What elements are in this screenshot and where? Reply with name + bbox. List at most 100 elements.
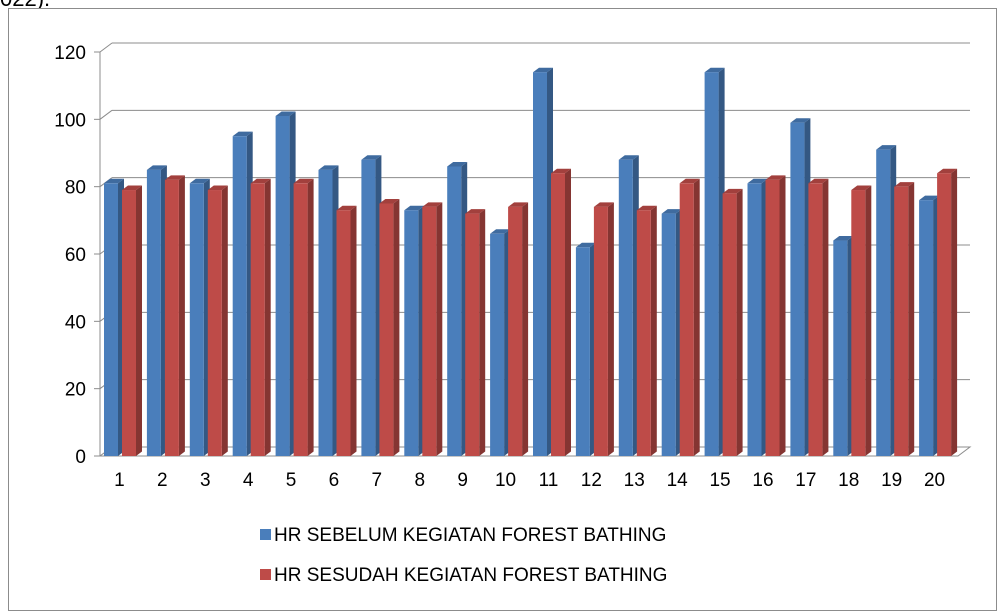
bar-front xyxy=(808,183,823,457)
x-tick-label: 7 xyxy=(372,470,383,491)
bar-top xyxy=(207,185,228,191)
bar-front xyxy=(122,190,136,457)
bar xyxy=(618,155,639,456)
x-tick-label: 18 xyxy=(838,470,859,491)
bar-top xyxy=(361,155,382,160)
bar-top xyxy=(593,202,614,207)
bar-side xyxy=(350,205,357,456)
bar-side xyxy=(865,185,872,457)
bar xyxy=(722,188,743,456)
x-tick-label: 13 xyxy=(624,470,645,491)
bar-side xyxy=(393,199,400,456)
bar-top xyxy=(851,185,872,191)
bar-front xyxy=(876,149,891,456)
x-tick-label: 3 xyxy=(200,470,211,491)
bar-side xyxy=(136,185,142,457)
bar-side xyxy=(264,178,271,457)
bar-top xyxy=(894,182,915,187)
bar-front xyxy=(275,115,290,456)
bar-top xyxy=(937,168,958,174)
bar-front xyxy=(704,72,719,456)
bar xyxy=(422,202,443,456)
bar-front xyxy=(679,183,694,457)
y-tick-label: 20 xyxy=(65,380,86,401)
bar-top xyxy=(232,131,253,137)
bar xyxy=(275,111,296,456)
bar-side xyxy=(221,185,228,457)
bar-top xyxy=(679,178,700,184)
bar-top xyxy=(808,178,829,184)
bar xyxy=(765,175,786,456)
bar xyxy=(575,242,596,456)
bar xyxy=(704,67,725,456)
bar-front xyxy=(790,122,805,456)
bar-top xyxy=(336,205,357,211)
bar-top xyxy=(919,195,940,201)
bar-front xyxy=(336,210,351,456)
bar xyxy=(919,195,940,456)
bar-top xyxy=(422,202,443,207)
bar-top xyxy=(318,165,339,170)
y-tick-label: 120 xyxy=(54,43,86,64)
bar-front xyxy=(404,210,419,456)
bar-side xyxy=(479,209,486,456)
bar-side xyxy=(565,168,571,456)
bar-front xyxy=(533,72,547,456)
bar-side xyxy=(779,175,786,456)
gridline-depth xyxy=(99,42,113,53)
bar-front xyxy=(164,179,179,456)
bar-front xyxy=(293,183,308,457)
bar-front xyxy=(661,213,676,456)
bar-top xyxy=(122,185,142,191)
bar xyxy=(636,205,657,456)
y-tick-label: 0 xyxy=(75,447,86,468)
x-tick-label: 10 xyxy=(495,470,516,491)
bar xyxy=(551,168,571,456)
bar-top xyxy=(876,145,897,150)
bar-front xyxy=(765,179,780,456)
bars xyxy=(104,67,958,457)
bar xyxy=(318,165,339,457)
bar xyxy=(164,175,185,456)
page-fragment-text: 022). xyxy=(0,0,50,12)
bar xyxy=(833,236,854,456)
bar-front xyxy=(207,190,222,457)
bar-front xyxy=(747,183,762,457)
y-tick-label: 100 xyxy=(54,110,86,131)
x-tick-label: 20 xyxy=(924,470,945,491)
bar-front xyxy=(894,186,909,456)
bar-front xyxy=(919,200,934,456)
bar xyxy=(336,205,357,456)
bar-top xyxy=(704,67,725,73)
bar xyxy=(465,209,486,456)
bar-front xyxy=(250,183,265,457)
bar-front xyxy=(618,159,633,456)
bar xyxy=(851,185,872,457)
bar-front xyxy=(508,206,523,456)
bar xyxy=(207,185,228,457)
bar-front xyxy=(422,206,437,456)
x-tick-label: 17 xyxy=(795,470,816,491)
bar xyxy=(679,178,700,457)
bar-top xyxy=(833,236,854,241)
bar-side xyxy=(693,178,700,457)
bar-top xyxy=(104,178,124,184)
bar-top xyxy=(661,209,682,214)
bar xyxy=(146,165,167,457)
bar-front xyxy=(833,240,848,456)
x-tick-label: 6 xyxy=(329,470,340,491)
bar xyxy=(293,178,314,457)
x-tick-label: 14 xyxy=(667,470,689,491)
bar-front xyxy=(361,159,376,456)
bar-front xyxy=(551,173,565,456)
bar xyxy=(404,205,425,456)
bar-top xyxy=(790,118,811,123)
bar-front xyxy=(593,206,608,456)
bar xyxy=(189,178,210,457)
bar-top xyxy=(722,188,743,194)
bar-front xyxy=(447,166,462,456)
bar-top xyxy=(275,111,296,116)
bar-side xyxy=(951,168,958,456)
